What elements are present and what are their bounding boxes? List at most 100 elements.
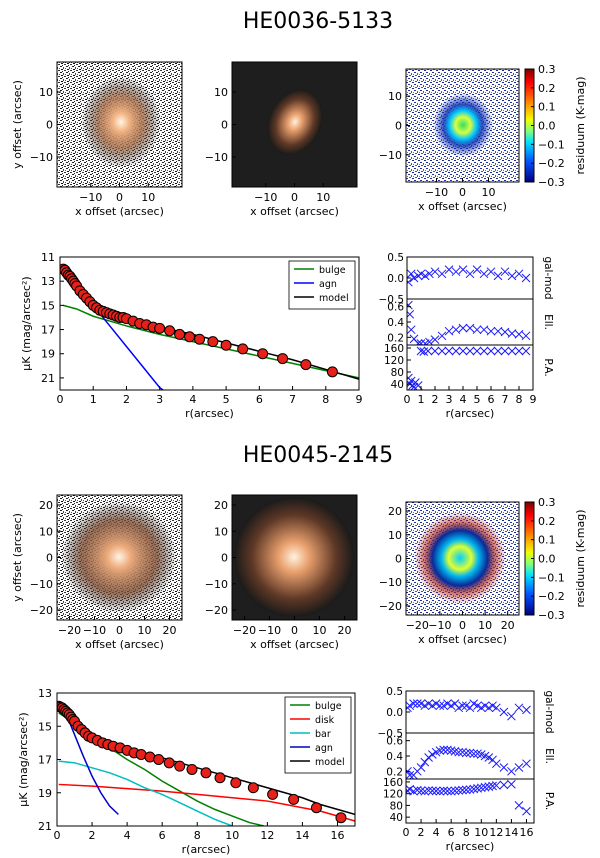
x-tick-label: 10 <box>313 624 327 637</box>
marker-x <box>469 749 479 759</box>
marker-x <box>444 265 454 274</box>
side-panel-frame <box>405 690 535 734</box>
x-tick-label: 6 <box>256 393 263 406</box>
x-tick-label: 5 <box>223 393 230 406</box>
y-tick-label: −20 <box>30 604 53 617</box>
x-tick-label: 6 <box>448 826 455 839</box>
marker-x <box>458 701 467 711</box>
data-point <box>207 336 219 348</box>
marker-x <box>427 786 437 796</box>
marker-x <box>522 705 531 715</box>
y-tick-label: 17 <box>41 324 55 337</box>
x-tick-label: 5 <box>474 393 481 406</box>
x-tick-label: 4 <box>189 393 196 406</box>
marker-x <box>507 779 516 789</box>
x-tick-label: 0 <box>116 191 123 204</box>
x-tick-label: 2 <box>89 829 96 842</box>
x-tick-label: 1 <box>418 393 425 406</box>
y-tick-label: 0.2 <box>387 332 404 344</box>
marker-x <box>521 331 531 341</box>
data-point <box>288 793 300 805</box>
x-tick-label: −10 <box>83 624 106 637</box>
marker-x <box>407 325 416 335</box>
marker-x <box>443 745 452 755</box>
marker-x <box>461 748 471 758</box>
x-tick-label: −20 <box>406 619 429 632</box>
y-axis-label: μK (mag/arcsec²) <box>20 276 33 370</box>
data-point <box>194 333 206 345</box>
y-tick-label: 0 <box>221 552 228 565</box>
y-tick-label: 0.6 <box>387 302 404 314</box>
y-tick-label: 0 <box>395 553 402 566</box>
data-point <box>184 331 196 343</box>
marker-x <box>465 346 475 356</box>
marker-x <box>465 785 475 794</box>
side-panel-pa <box>406 779 531 816</box>
data-point <box>186 763 198 775</box>
y-tick-label: 15 <box>38 720 52 733</box>
x-tick-label: 12 <box>489 826 503 839</box>
y-tick-label: 40 <box>391 379 404 391</box>
y-tick-label: 120 <box>383 789 403 801</box>
colorbar-tick-label: 0.0 <box>538 553 556 566</box>
side-panel-ell <box>406 745 531 779</box>
x-tick-label: 0 <box>403 826 410 839</box>
marker-x <box>439 786 449 796</box>
marker-x <box>413 339 423 345</box>
side-panel-label: P.A. <box>543 792 555 810</box>
y-tick-label: 40 <box>390 812 403 824</box>
x-tick-label: 8 <box>194 829 201 842</box>
legend-label: agn <box>319 279 337 290</box>
colorbar-tick-label: −0.1 <box>538 138 565 151</box>
data-image-panel <box>56 494 183 621</box>
x-axis-label: x offset (arcsec) <box>418 200 507 213</box>
marker-x <box>458 346 468 356</box>
y-axis-label: y offset (arcsec) <box>11 80 24 169</box>
marker-x <box>437 269 447 279</box>
marker-x <box>486 267 496 277</box>
marker-x <box>514 763 524 772</box>
x-tick-label: 3 <box>156 393 163 406</box>
marker-x <box>514 269 524 279</box>
y-tick-label: 80 <box>391 367 404 379</box>
model-image-panel <box>231 494 358 621</box>
x-axis-label: r(arcsec) <box>185 407 234 420</box>
marker-x <box>427 750 437 759</box>
data-point <box>335 812 347 824</box>
plot-frame <box>59 256 360 391</box>
y-tick-label: −0.5 <box>379 294 405 306</box>
marker-x <box>420 271 430 281</box>
marker-x <box>476 783 486 793</box>
data-point <box>174 760 186 772</box>
x-tick-label: −20 <box>233 624 256 637</box>
marker-x <box>493 326 503 336</box>
y-tick-label: 160 <box>383 777 403 789</box>
marker-x <box>484 782 494 791</box>
marker-x <box>416 763 426 772</box>
y-tick-label: 10 <box>388 90 402 103</box>
x-tick-label: 10 <box>481 186 495 199</box>
marker-x <box>522 806 531 816</box>
side-panel-label: gal-mod <box>543 690 555 733</box>
marker-x <box>473 784 482 793</box>
y-tick-label: 10 <box>388 529 402 542</box>
marker-x <box>522 759 531 769</box>
y-tick-label: 0 <box>221 119 228 132</box>
y-tick-label: 0.5 <box>387 252 404 264</box>
marker-x <box>469 784 479 794</box>
legend-label: bar <box>315 729 331 740</box>
marker-x <box>412 699 422 708</box>
marker-x <box>409 273 419 283</box>
x-tick-label: 9 <box>356 393 363 406</box>
marker-x <box>479 346 489 356</box>
marker-x <box>407 277 413 287</box>
side-panel-gal_mod <box>406 699 531 721</box>
x-tick-label: 0 <box>459 186 466 199</box>
x-tick-label: 6 <box>159 829 166 842</box>
y-tick-label: 15 <box>41 299 55 312</box>
marker-x <box>507 329 517 338</box>
x-tick-label: 0 <box>404 393 411 406</box>
data-image-panel <box>56 61 183 188</box>
x-tick-label: 10 <box>141 191 155 204</box>
y-tick-label: 0 <box>395 120 402 133</box>
